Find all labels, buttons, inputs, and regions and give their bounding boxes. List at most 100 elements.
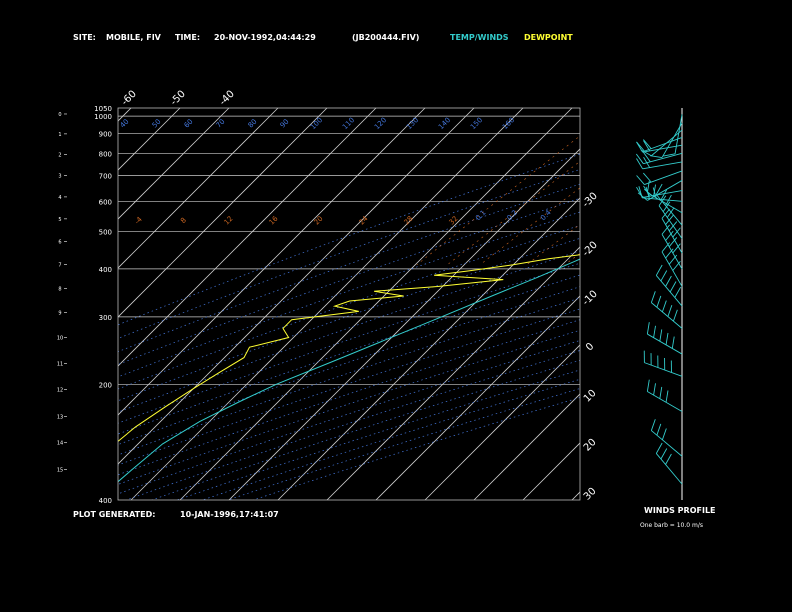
height-tick-label: 1 — [58, 132, 61, 138]
top-temp-label: -50 — [169, 89, 188, 108]
wind-barb-staff — [644, 137, 683, 152]
height-tick-label: 10 — [57, 336, 63, 342]
wind-barb-staff — [644, 362, 683, 377]
isotherm-line — [118, 108, 426, 416]
isotherm-line — [522, 442, 580, 500]
height-tick-label: 13 — [57, 415, 63, 421]
wind-barb-feather — [668, 221, 678, 232]
wind-barb-feather — [658, 195, 667, 206]
wind-barb-feather — [646, 180, 650, 193]
isotherm-line — [130, 108, 524, 500]
wind-barb-feather — [672, 243, 681, 254]
wind-barb-feather — [653, 184, 656, 197]
wind-barb-feather — [656, 295, 662, 308]
plot-generated-label: PLOT GENERATED: — [73, 510, 156, 519]
moist-adiabat-label: 24 — [358, 214, 370, 226]
wind-barb-feather — [642, 151, 651, 163]
right-temp-label: 30 — [582, 486, 599, 503]
plot-area — [118, 108, 792, 500]
wind-barb-feather — [660, 448, 668, 460]
pressure-tick-label: 1050 — [94, 105, 112, 113]
height-tick-label: 15 — [57, 468, 63, 474]
isotherm-line — [326, 246, 580, 500]
dry-adiabat-line — [118, 308, 580, 466]
wind-barb-feather — [653, 325, 656, 338]
isotherm-line — [179, 108, 573, 500]
dry-adiabat-label: 120 — [373, 116, 388, 131]
moist-adiabat-label: 20 — [313, 215, 325, 227]
moist-adiabat-label: 32 — [448, 215, 460, 227]
height-tick-label: 12 — [57, 388, 63, 394]
wind-barb-feather — [661, 300, 667, 313]
dry-adiabat-line — [202, 378, 580, 500]
wind-barb-feather — [661, 208, 670, 219]
dry-adiabat-label: 90 — [279, 118, 291, 130]
dry-adiabat-line — [118, 262, 580, 424]
wind-barb-staff — [644, 170, 683, 186]
isotherm-line — [375, 295, 580, 500]
wind-barb-feather — [635, 153, 644, 164]
wind-barb-staff — [647, 391, 683, 412]
wind-barb-feather — [636, 141, 643, 153]
wind-barb-feather — [659, 386, 663, 399]
wind-barb-staff — [661, 218, 683, 254]
wind-barb-feather — [661, 242, 670, 253]
dry-adiabat-line — [118, 183, 580, 353]
height-tick-label: 11 — [57, 361, 63, 367]
mixing-ratio-label: 0.2 — [506, 209, 520, 223]
wind-barb — [650, 122, 683, 159]
height-tick-label: 8 — [58, 286, 61, 292]
top-temp-label: -40 — [218, 89, 237, 108]
wind-barb — [661, 242, 683, 287]
isotherm-line — [118, 108, 132, 122]
wind-barb-feather — [668, 237, 678, 248]
pressure-tick-label: 400 — [99, 497, 112, 505]
wind-barb-feather — [638, 186, 643, 198]
wind-barb-staff — [661, 122, 683, 158]
wind-barb-feather — [665, 215, 674, 225]
wind-barb-feather — [636, 175, 645, 185]
wind-barb-feather — [662, 201, 671, 212]
height-tick-label: 6 — [58, 239, 61, 245]
isotherm-line — [473, 393, 580, 500]
wind-barb-feather — [655, 442, 663, 454]
right-temp-label: -20 — [581, 240, 600, 259]
dry-adiabat-line — [118, 168, 580, 339]
pressure-tick-label: 500 — [99, 229, 112, 237]
wind-barb — [650, 419, 683, 457]
wind-barb-feather — [671, 336, 675, 349]
pressure-tick-label: 700 — [99, 173, 112, 181]
wind-barb-feather — [661, 224, 670, 235]
isotherm-line — [670, 108, 792, 500]
dry-adiabat-label: 160 — [501, 116, 516, 131]
height-tick-label: 14 — [57, 441, 63, 447]
wind-barb-staff — [647, 192, 683, 214]
moist-adiabat-label: 8 — [179, 216, 188, 225]
wind-barb-feather — [672, 309, 678, 322]
isotherm-line — [118, 108, 230, 220]
site-value: MOBILE, FIV — [106, 33, 161, 42]
dry-adiabat-label: 130 — [405, 116, 420, 131]
wind-barb-feather — [665, 194, 672, 206]
plot-frame — [117, 107, 581, 501]
height-tick-label: 3 — [58, 173, 61, 179]
mixing-ratio-label: 0.1 — [474, 209, 488, 223]
dry-adiabat-label: 110 — [341, 116, 356, 131]
moist-adiabat-label: 12 — [223, 215, 235, 227]
wind-barb-feather — [643, 157, 651, 168]
mixing-ratio-label: 0.4 — [539, 208, 553, 222]
wind-barb-feather — [652, 187, 657, 200]
height-tick-label: 4 — [58, 195, 61, 201]
wind-barb-feather — [643, 172, 652, 183]
dry-adiabat-label: 40 — [119, 118, 131, 130]
dry-adiabat-line — [118, 237, 580, 402]
right-temp-label: 20 — [582, 437, 599, 454]
wind-barb-staff — [642, 161, 683, 170]
wind-barb — [636, 170, 683, 186]
pressure-tick-label: 800 — [99, 150, 112, 158]
dry-adiabat-label: 150 — [469, 116, 484, 131]
wind-barb-feather — [650, 291, 656, 303]
wind-barb — [655, 442, 683, 485]
pressure-tick-label: 300 — [99, 314, 112, 322]
